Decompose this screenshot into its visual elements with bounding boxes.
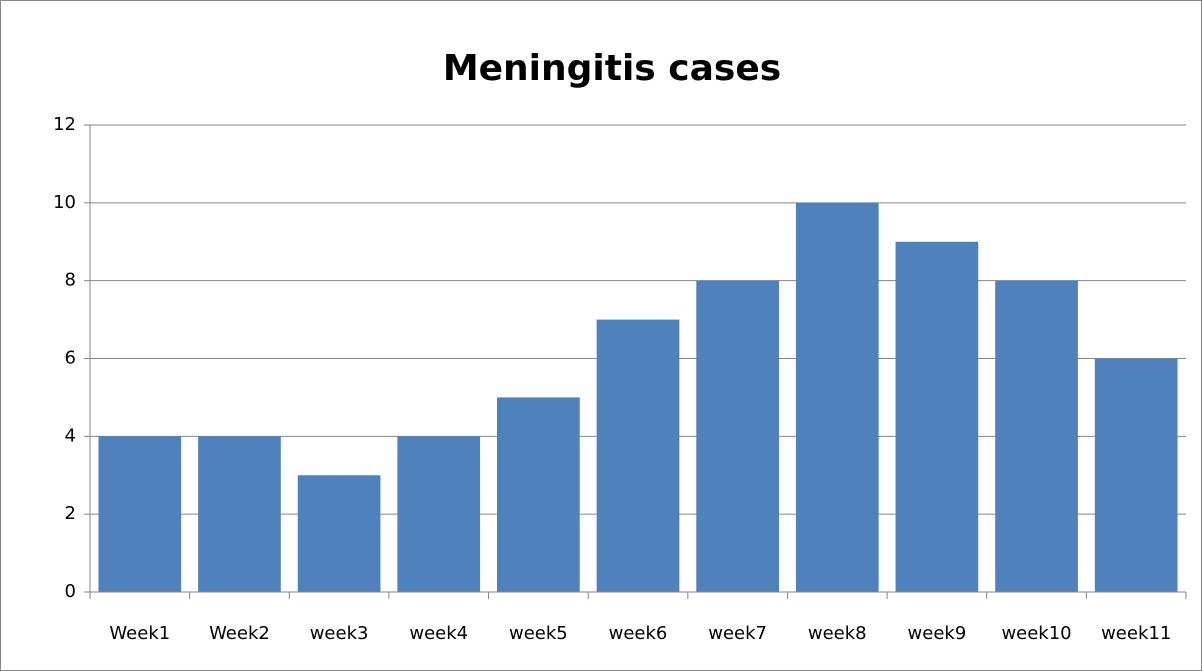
x-tick-label: week7 (708, 623, 767, 644)
bar (596, 319, 680, 592)
x-tick-label: week11 (1101, 623, 1171, 644)
y-tick-label: 4 (65, 425, 76, 446)
bar (795, 202, 879, 593)
y-tick-label: 6 (65, 348, 76, 369)
x-tick-label: week10 (1001, 623, 1071, 644)
chart-title: Meningitis cases (443, 48, 781, 89)
bar (497, 397, 580, 592)
bar (297, 475, 381, 592)
x-tick-label: week5 (509, 623, 568, 644)
x-tick-label: week4 (409, 623, 468, 644)
x-tick-label: Week2 (209, 623, 270, 644)
bar (198, 436, 281, 592)
x-tick-label: week9 (908, 623, 967, 644)
x-tick-label: week8 (808, 623, 867, 644)
bar (1094, 358, 1178, 592)
x-tick-label: week3 (310, 623, 369, 644)
y-tick-label: 0 (65, 581, 76, 602)
bar (98, 436, 182, 592)
bar (895, 241, 979, 592)
y-tick-label: 10 (53, 192, 76, 213)
bar (397, 436, 481, 592)
bar (995, 280, 1078, 592)
bar (696, 280, 779, 592)
x-tick-label: week6 (609, 623, 668, 644)
x-tick-label: Week1 (109, 623, 170, 644)
y-tick-label: 12 (53, 114, 76, 135)
y-tick-label: 8 (65, 270, 76, 291)
y-tick-label: 2 (65, 503, 76, 524)
